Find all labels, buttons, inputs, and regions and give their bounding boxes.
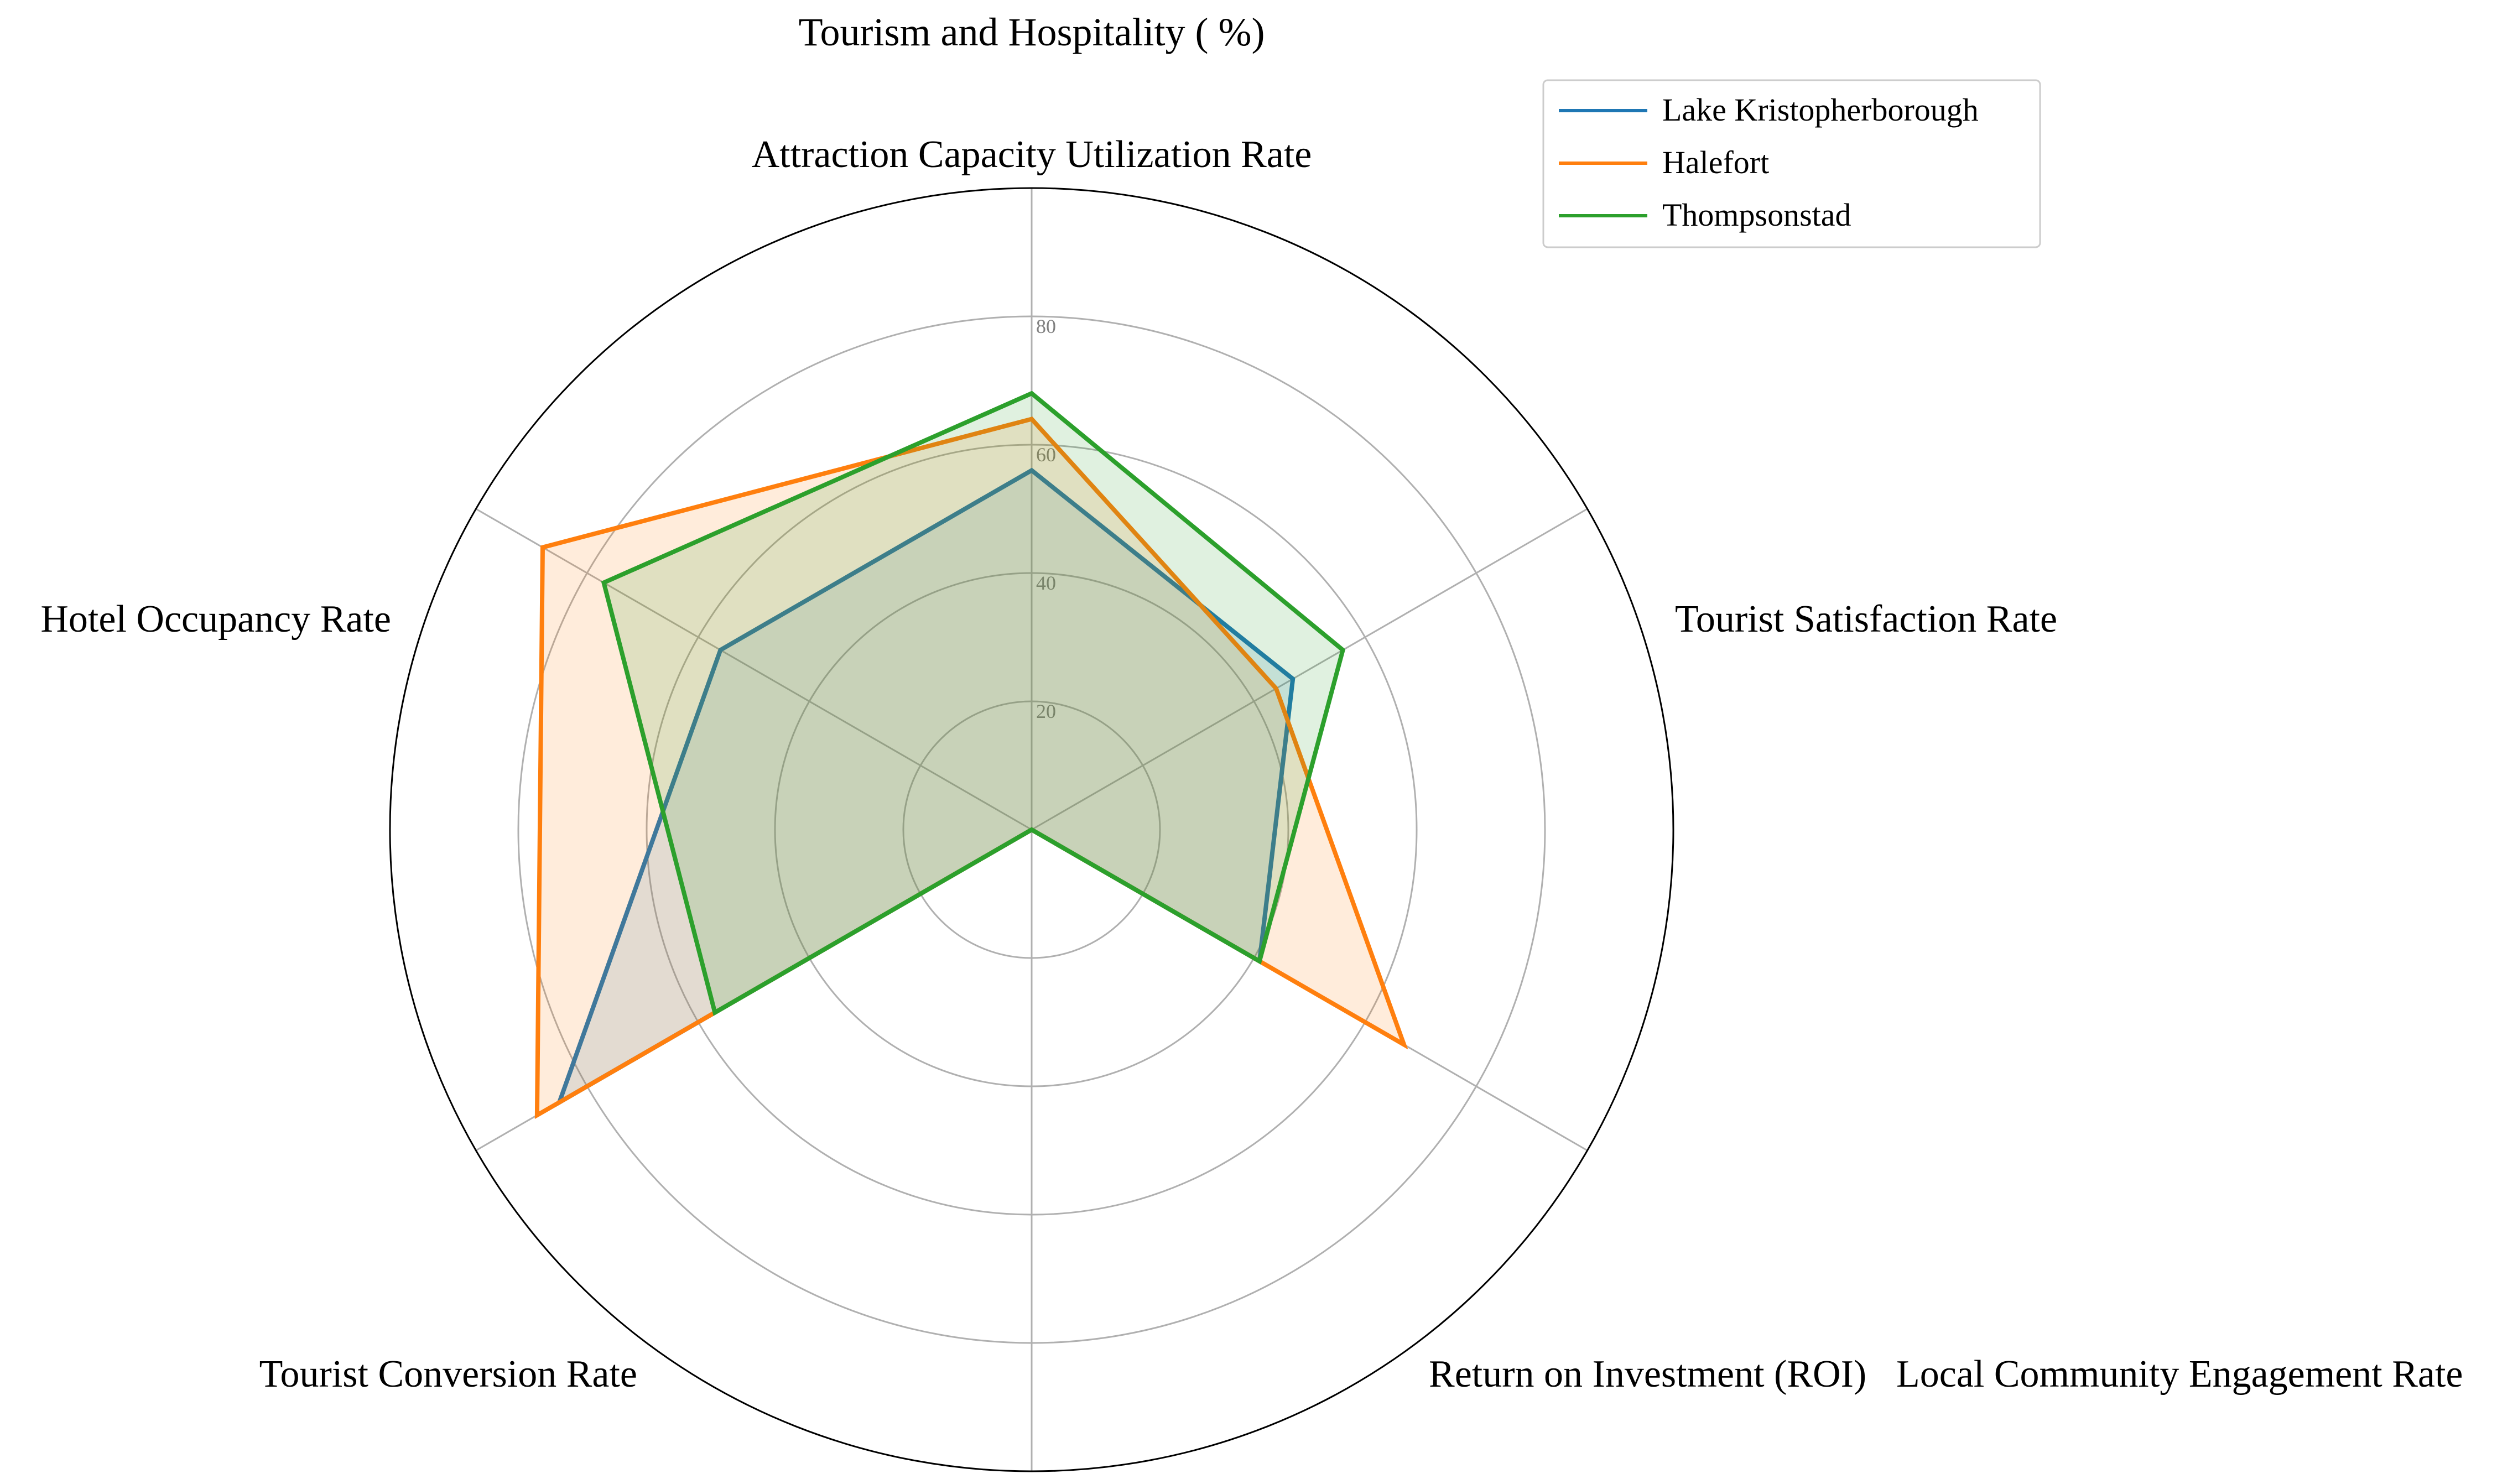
r-tick-label-60: 60 <box>1036 444 1056 466</box>
r-tick-label-40: 40 <box>1036 572 1056 594</box>
axis-label-tourist-conversion: Tourist Conversion Rate <box>259 1353 637 1396</box>
series-fill-0 <box>559 470 1293 1102</box>
outer-frame-circle <box>389 187 1674 1472</box>
series-fill-2 <box>604 393 1343 1013</box>
axis-label-local-community-engagement: Local Community Engagement Rate <box>1896 1353 2463 1396</box>
r-tick-label-20: 20 <box>1036 700 1056 722</box>
axis-label-hotel-occupancy: Hotel Occupancy Rate <box>40 598 391 641</box>
series-line-2 <box>601 390 1346 1016</box>
axis-label-tourist-satisfaction: Tourist Satisfaction Rate <box>1675 598 2057 641</box>
legend-label-lake-kristopherborough: Lake Kristopherborough <box>1662 92 1979 128</box>
legend-label-halefort: Halefort <box>1662 144 1769 180</box>
legend-label-thompsonstad: Thompsonstad <box>1662 197 1851 233</box>
chart-title: Tourism and Hospitality ( %) <box>799 10 1265 54</box>
axis-labels: Attraction Capacity Utilization Rate Tou… <box>40 133 2463 1396</box>
grid-spoke-1 <box>1031 508 1588 831</box>
legend: Lake Kristopherborough Halefort Thompson… <box>1542 79 2041 248</box>
grid-spoke-5 <box>475 508 1032 831</box>
axis-label-roi: Return on Investment (ROI) <box>1429 1353 1866 1396</box>
radar-series <box>534 390 1408 1119</box>
axis-label-attraction-capacity: Attraction Capacity Utilization Rate <box>752 133 1312 176</box>
r-tick-label-80: 80 <box>1036 315 1056 337</box>
legend-box <box>1542 79 2041 248</box>
